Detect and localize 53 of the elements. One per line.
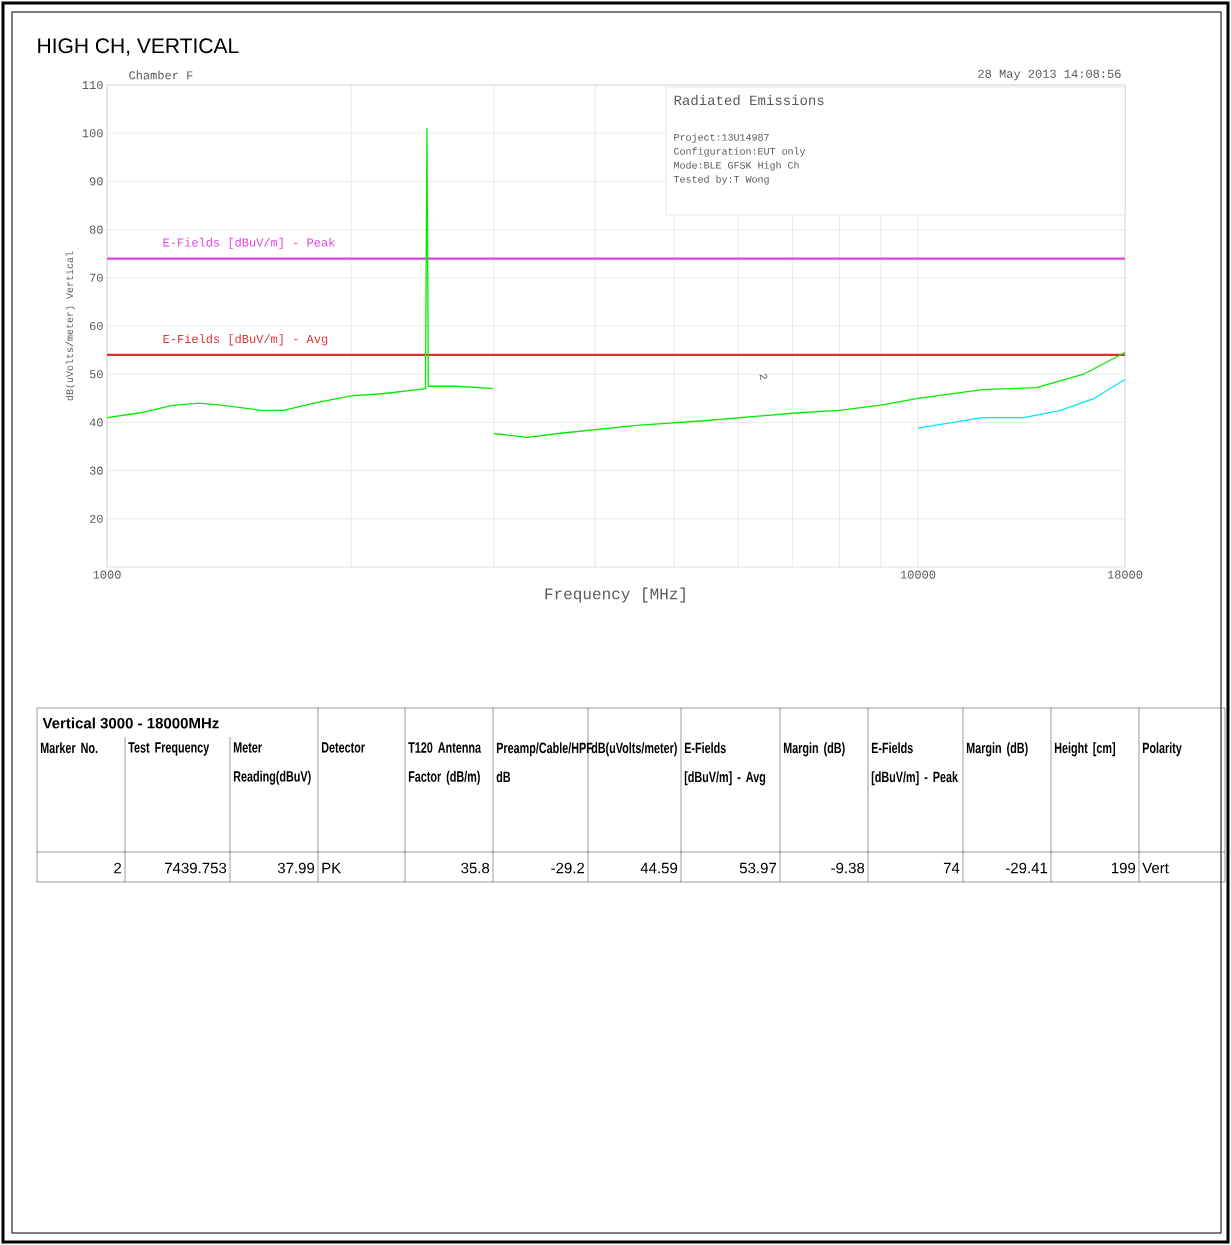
- text: -9.38: [831, 862, 865, 874]
- text: Test Frequency: [128, 742, 210, 756]
- annotation: Tested by:T Wong: [673, 175, 769, 185]
- chart-title: HIGH CH, VERTICAL: [38, 38, 239, 56]
- text: Vertical 3000 - 18000MHz: [42, 717, 219, 729]
- y-tick-label: 30: [89, 466, 103, 475]
- text: Height [cm]: [1054, 742, 1115, 757]
- y-tick-label: 20: [89, 514, 103, 523]
- y-tick-label: 50: [89, 370, 103, 379]
- annotation: Configuration:EUT only: [674, 147, 806, 157]
- x-tick-label: 10000: [900, 570, 936, 579]
- text: 74: [943, 862, 960, 874]
- ref-line-label: E-Fields [dBuV/m] - Avg: [163, 334, 328, 346]
- text: Detector: [321, 742, 365, 753]
- x-tick-label: 18000: [1107, 570, 1143, 579]
- text: E-Fields [dBuV/m] - Peak: [871, 742, 959, 786]
- annotation: Project:13U14987: [674, 133, 769, 143]
- y-tick-label: 70: [90, 273, 103, 282]
- y-tick-label: 40: [89, 418, 103, 427]
- y-tick-label: 90: [89, 177, 103, 186]
- x-tick-label: 1000: [93, 570, 121, 579]
- text: 2: [114, 862, 122, 874]
- text: -29.41: [1005, 862, 1048, 874]
- text: 44.59: [640, 862, 678, 874]
- annotation: Mode:BLE GFSK High Ch: [674, 161, 799, 171]
- annotation: Radiated Emissions: [674, 94, 824, 106]
- y-tick-label: 80: [89, 225, 103, 234]
- text: 28 May 2013 14:08:56: [978, 69, 1121, 81]
- x-axis-title: Frequency [MHz]: [545, 587, 685, 603]
- text: 35.8: [461, 862, 490, 874]
- text: Chamber F: [129, 70, 193, 80]
- ref-line-label: E-Fields [dBuV/m] - Peak: [163, 237, 335, 249]
- text: Meter Reading(dBuV): [233, 742, 311, 785]
- text: E-Fields [dBuV/m] - Avg: [684, 742, 766, 786]
- text: Preamp/Cable/HPF dB: [496, 742, 593, 783]
- y-axis-title: dB(uVolts/meter) Vertical: [65, 251, 76, 401]
- text: Polarity: [1142, 742, 1182, 757]
- text: Margin (dB): [966, 742, 1028, 757]
- text: Vert: [1142, 862, 1169, 874]
- text: Margin (dB): [783, 742, 845, 757]
- text: -29.2: [551, 862, 585, 874]
- text: 199: [1111, 862, 1136, 874]
- text: PK: [322, 862, 342, 874]
- text: 37.99: [277, 862, 315, 874]
- y-tick-label: 60: [89, 321, 103, 331]
- y-tick-label: 110: [82, 80, 103, 90]
- text: T120 Antenna Factor (dB/m): [408, 742, 482, 785]
- text: 7439.753: [165, 862, 227, 874]
- y-tick-label: 100: [82, 129, 103, 138]
- annotation: 2: [759, 373, 768, 380]
- text: dB(uVolts/meter): [591, 742, 677, 757]
- text: 53.97: [739, 862, 777, 874]
- text: Marker No.: [40, 742, 98, 754]
